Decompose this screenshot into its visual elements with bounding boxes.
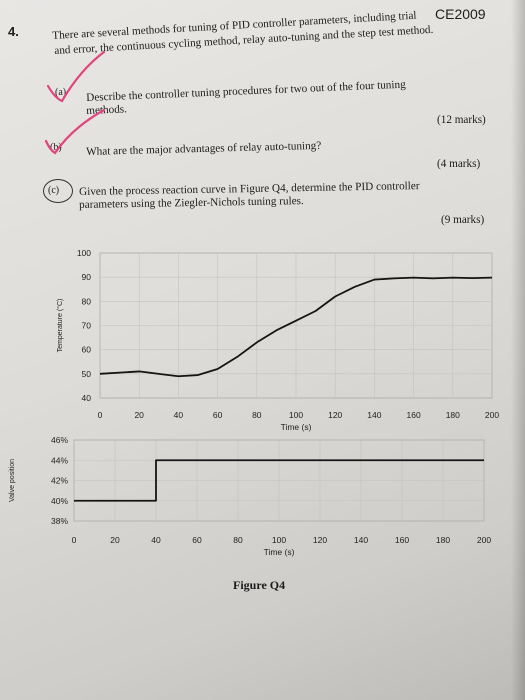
x-tick-label: 140 bbox=[367, 410, 381, 420]
x-tick-label: 80 bbox=[233, 535, 243, 545]
y-tick-label: 44% bbox=[51, 455, 68, 465]
page-edge-shadow bbox=[511, 0, 525, 700]
pen-tick-part-b bbox=[44, 108, 106, 155]
x-tick-label: 20 bbox=[134, 410, 144, 420]
part-c-marks: (9 marks) bbox=[441, 214, 485, 226]
y-tick-label: 38% bbox=[51, 516, 68, 526]
series-line-0 bbox=[74, 459, 484, 502]
y-tick-label: 50 bbox=[82, 369, 92, 379]
chart-1: 0 20 40 60 80 100 120 140 160 180 200 40 50 60 70 80 90 1… bbox=[56, 248, 499, 432]
y-tick-label: 42% bbox=[51, 476, 68, 486]
x-tick-label: 60 bbox=[213, 410, 223, 420]
x-axis-label: Time (s) bbox=[264, 547, 295, 557]
y-axis-label: Valve position bbox=[9, 459, 16, 502]
x-tick-label: 0 bbox=[98, 410, 103, 420]
question-number: 4. bbox=[8, 24, 19, 39]
y-tick-label: 46% bbox=[51, 435, 68, 445]
x-tick-label: 40 bbox=[151, 535, 161, 545]
course-code: CE2009 bbox=[435, 6, 486, 22]
x-tick-label: 20 bbox=[110, 535, 120, 545]
x-tick-label: 40 bbox=[174, 410, 184, 420]
y-axis-label: Temperature (°C) bbox=[56, 299, 64, 353]
x-tick-label: 200 bbox=[485, 410, 499, 420]
x-tick-label: 180 bbox=[436, 535, 450, 545]
x-tick-label: 100 bbox=[272, 535, 286, 545]
chart-2: 0 20 40 60 80 100 120 140 160 180 200 38% 40% 42% 44% 4… bbox=[9, 435, 491, 557]
x-tick-label: 120 bbox=[313, 535, 327, 545]
x-tick-label: 180 bbox=[446, 410, 460, 420]
part-a-marks: (12 marks) bbox=[437, 114, 486, 126]
y-tick-label: 40% bbox=[51, 496, 68, 506]
y-tick-label: 40 bbox=[82, 393, 92, 403]
part-b-marks: (4 marks) bbox=[437, 158, 481, 170]
figure-caption: Figure Q4 bbox=[233, 578, 286, 592]
x-tick-label: 100 bbox=[289, 410, 303, 420]
series-line-0 bbox=[99, 276, 493, 378]
x-tick-label: 0 bbox=[72, 535, 77, 545]
x-tick-label: 160 bbox=[407, 410, 421, 420]
y-tick-label: 60 bbox=[82, 345, 92, 355]
part-c-circle-mark bbox=[43, 179, 73, 203]
part-b-label: (b) bbox=[50, 142, 62, 153]
x-tick-label: 80 bbox=[252, 410, 262, 420]
part-a-label: (a) bbox=[55, 87, 67, 98]
x-tick-label: 200 bbox=[477, 535, 491, 545]
x-tick-label: 160 bbox=[395, 535, 409, 545]
y-tick-label: 80 bbox=[82, 296, 92, 306]
x-axis-label: Time (s) bbox=[281, 422, 312, 432]
x-tick-label: 120 bbox=[328, 410, 342, 420]
y-tick-label: 90 bbox=[82, 272, 92, 282]
pen-tick-part-a bbox=[46, 50, 106, 103]
part-c-label: (c) bbox=[48, 185, 60, 196]
y-tick-label: 100 bbox=[77, 248, 91, 258]
x-tick-label: 140 bbox=[354, 535, 368, 545]
x-tick-label: 60 bbox=[192, 535, 202, 545]
y-tick-label: 70 bbox=[82, 321, 92, 331]
